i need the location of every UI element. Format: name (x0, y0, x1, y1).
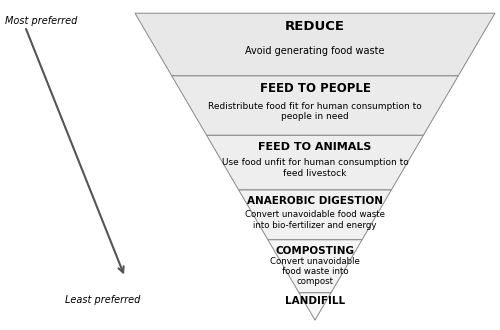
Polygon shape (135, 13, 495, 76)
Text: Least preferred: Least preferred (65, 295, 140, 305)
Text: Convert unavoidable
food waste into
compost: Convert unavoidable food waste into comp… (270, 257, 360, 286)
Text: ANAEROBIC DIGESTION: ANAEROBIC DIGESTION (247, 196, 383, 206)
Polygon shape (238, 190, 392, 240)
Text: FEED TO PEOPLE: FEED TO PEOPLE (260, 82, 370, 95)
Polygon shape (299, 293, 331, 320)
Polygon shape (206, 135, 424, 190)
Polygon shape (172, 76, 458, 135)
Text: Avoid generating food waste: Avoid generating food waste (245, 46, 385, 56)
Text: Redistribute food fit for human consumption to
people in need: Redistribute food fit for human consumpt… (208, 102, 422, 121)
Text: FEED TO ANIMALS: FEED TO ANIMALS (258, 142, 372, 152)
Text: LANDIFILL: LANDIFILL (285, 296, 345, 306)
Polygon shape (268, 240, 362, 293)
Text: Convert unavoidable food waste
into bio-fertilizer and energy: Convert unavoidable food waste into bio-… (245, 210, 385, 230)
Text: REDUCE: REDUCE (285, 20, 345, 33)
Text: Use food unfit for human consumption to
feed livestock: Use food unfit for human consumption to … (222, 158, 408, 178)
Text: COMPOSTING: COMPOSTING (276, 247, 354, 256)
Text: Most preferred: Most preferred (5, 16, 78, 26)
